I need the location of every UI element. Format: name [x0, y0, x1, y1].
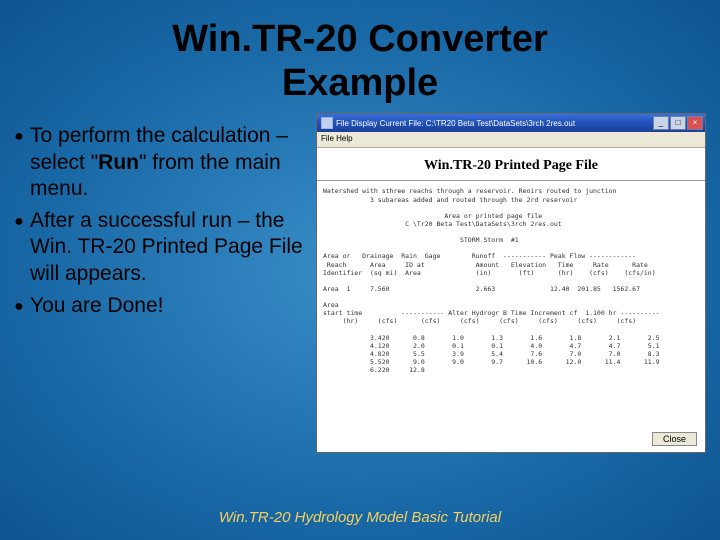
bullet-item: ●To perform the calculation – select "Ru…: [8, 123, 308, 202]
bullet-list: ●To perform the calculation – select "Ru…: [8, 113, 308, 453]
footer-text: Win.TR-20 Hydrology Model Basic Tutorial: [0, 509, 720, 526]
slide-title: Win.TR-20 Converter Example: [0, 0, 720, 113]
app-icon: [321, 117, 333, 129]
window-titlebar: File Display Current File: C:\TR20 Beta …: [317, 114, 705, 132]
bullet-dot: ●: [8, 293, 30, 319]
content-row: ●To perform the calculation – select "Ru…: [0, 113, 720, 453]
maximize-button[interactable]: □: [670, 116, 686, 130]
bullet-bold: Run: [98, 151, 139, 174]
bullet-text: After a successful run – the Win. TR-20 …: [30, 208, 308, 287]
title-line-1: Win.TR-20 Converter: [172, 18, 548, 60]
window-buttons: _ □ ×: [653, 116, 705, 130]
bullet-text: You are Done!: [30, 293, 308, 319]
minimize-button[interactable]: _: [653, 116, 669, 130]
bullet-dot: ●: [8, 123, 30, 202]
bullet-item: ●You are Done!: [8, 293, 308, 319]
title-line-2: Example: [282, 62, 438, 104]
screenshot-window: File Display Current File: C:\TR20 Beta …: [316, 113, 706, 453]
bullet-text: To perform the calculation – select "Run…: [30, 123, 308, 202]
close-button[interactable]: ×: [687, 116, 703, 130]
menubar[interactable]: File Help: [317, 132, 705, 148]
close-button-bottom[interactable]: Close: [652, 432, 697, 446]
titlebar-text: File Display Current File: C:\TR20 Beta …: [336, 119, 575, 128]
printed-page-title: Win.TR-20 Printed Page File: [317, 148, 705, 181]
bullet-dot: ●: [8, 208, 30, 287]
printed-page-body: Watershed with sthree reachs through a r…: [317, 185, 705, 376]
bullet-item: ●After a successful run – the Win. TR-20…: [8, 208, 308, 287]
